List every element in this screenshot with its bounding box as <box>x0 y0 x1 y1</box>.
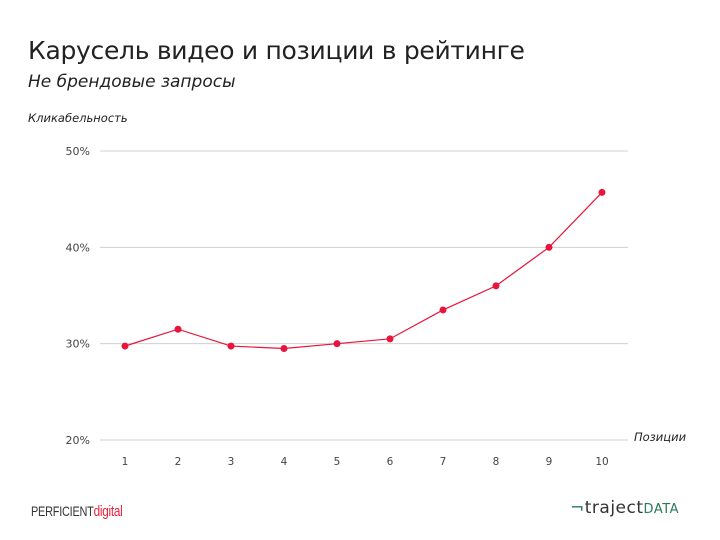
data-point <box>333 340 341 348</box>
data-point <box>545 243 553 251</box>
page-title: Карусель видео и позиции в рейтинге <box>28 36 525 65</box>
data-point <box>598 188 606 196</box>
data-point <box>439 306 447 314</box>
traject-data-logo: ¬trajectDATA <box>570 498 679 518</box>
perficient-digital-logo: PERFICIENTdigital <box>31 503 123 520</box>
y-tick-label: 40% <box>66 241 90 254</box>
logo-text: traject <box>584 498 644 518</box>
y-axis-label: Кликабельность <box>28 111 128 125</box>
data-point <box>492 282 500 290</box>
logo-text-data: DATA <box>643 502 680 517</box>
x-tick-label: 2 <box>175 456 182 468</box>
data-point <box>174 325 182 333</box>
x-tick-label: 3 <box>228 456 235 468</box>
x-tick-label: 8 <box>493 456 500 468</box>
logo-text: PERFICIENT <box>31 503 94 519</box>
x-tick-label: 1 <box>122 456 129 468</box>
series-line <box>124 192 603 350</box>
x-tick-label: 10 <box>595 456 608 468</box>
x-tick-label: 6 <box>387 456 394 468</box>
x-tick-label: 5 <box>334 456 341 468</box>
data-point <box>386 335 394 343</box>
y-tick-label: 20% <box>66 434 90 447</box>
data-point <box>227 342 235 350</box>
x-tick-label: 4 <box>281 456 288 468</box>
x-tick-label: 7 <box>440 456 447 468</box>
data-point <box>121 342 129 350</box>
y-tick-label: 50% <box>66 145 90 158</box>
page-subtitle: Не брендовые запросы <box>28 72 236 92</box>
x-tick-label: 9 <box>546 456 553 468</box>
logo-mark: ¬ <box>570 498 585 518</box>
logo-text-digital: digital <box>93 503 123 520</box>
y-tick-label: 30% <box>66 338 90 351</box>
data-point <box>280 344 288 352</box>
x-axis-label: Позиции <box>634 430 687 444</box>
